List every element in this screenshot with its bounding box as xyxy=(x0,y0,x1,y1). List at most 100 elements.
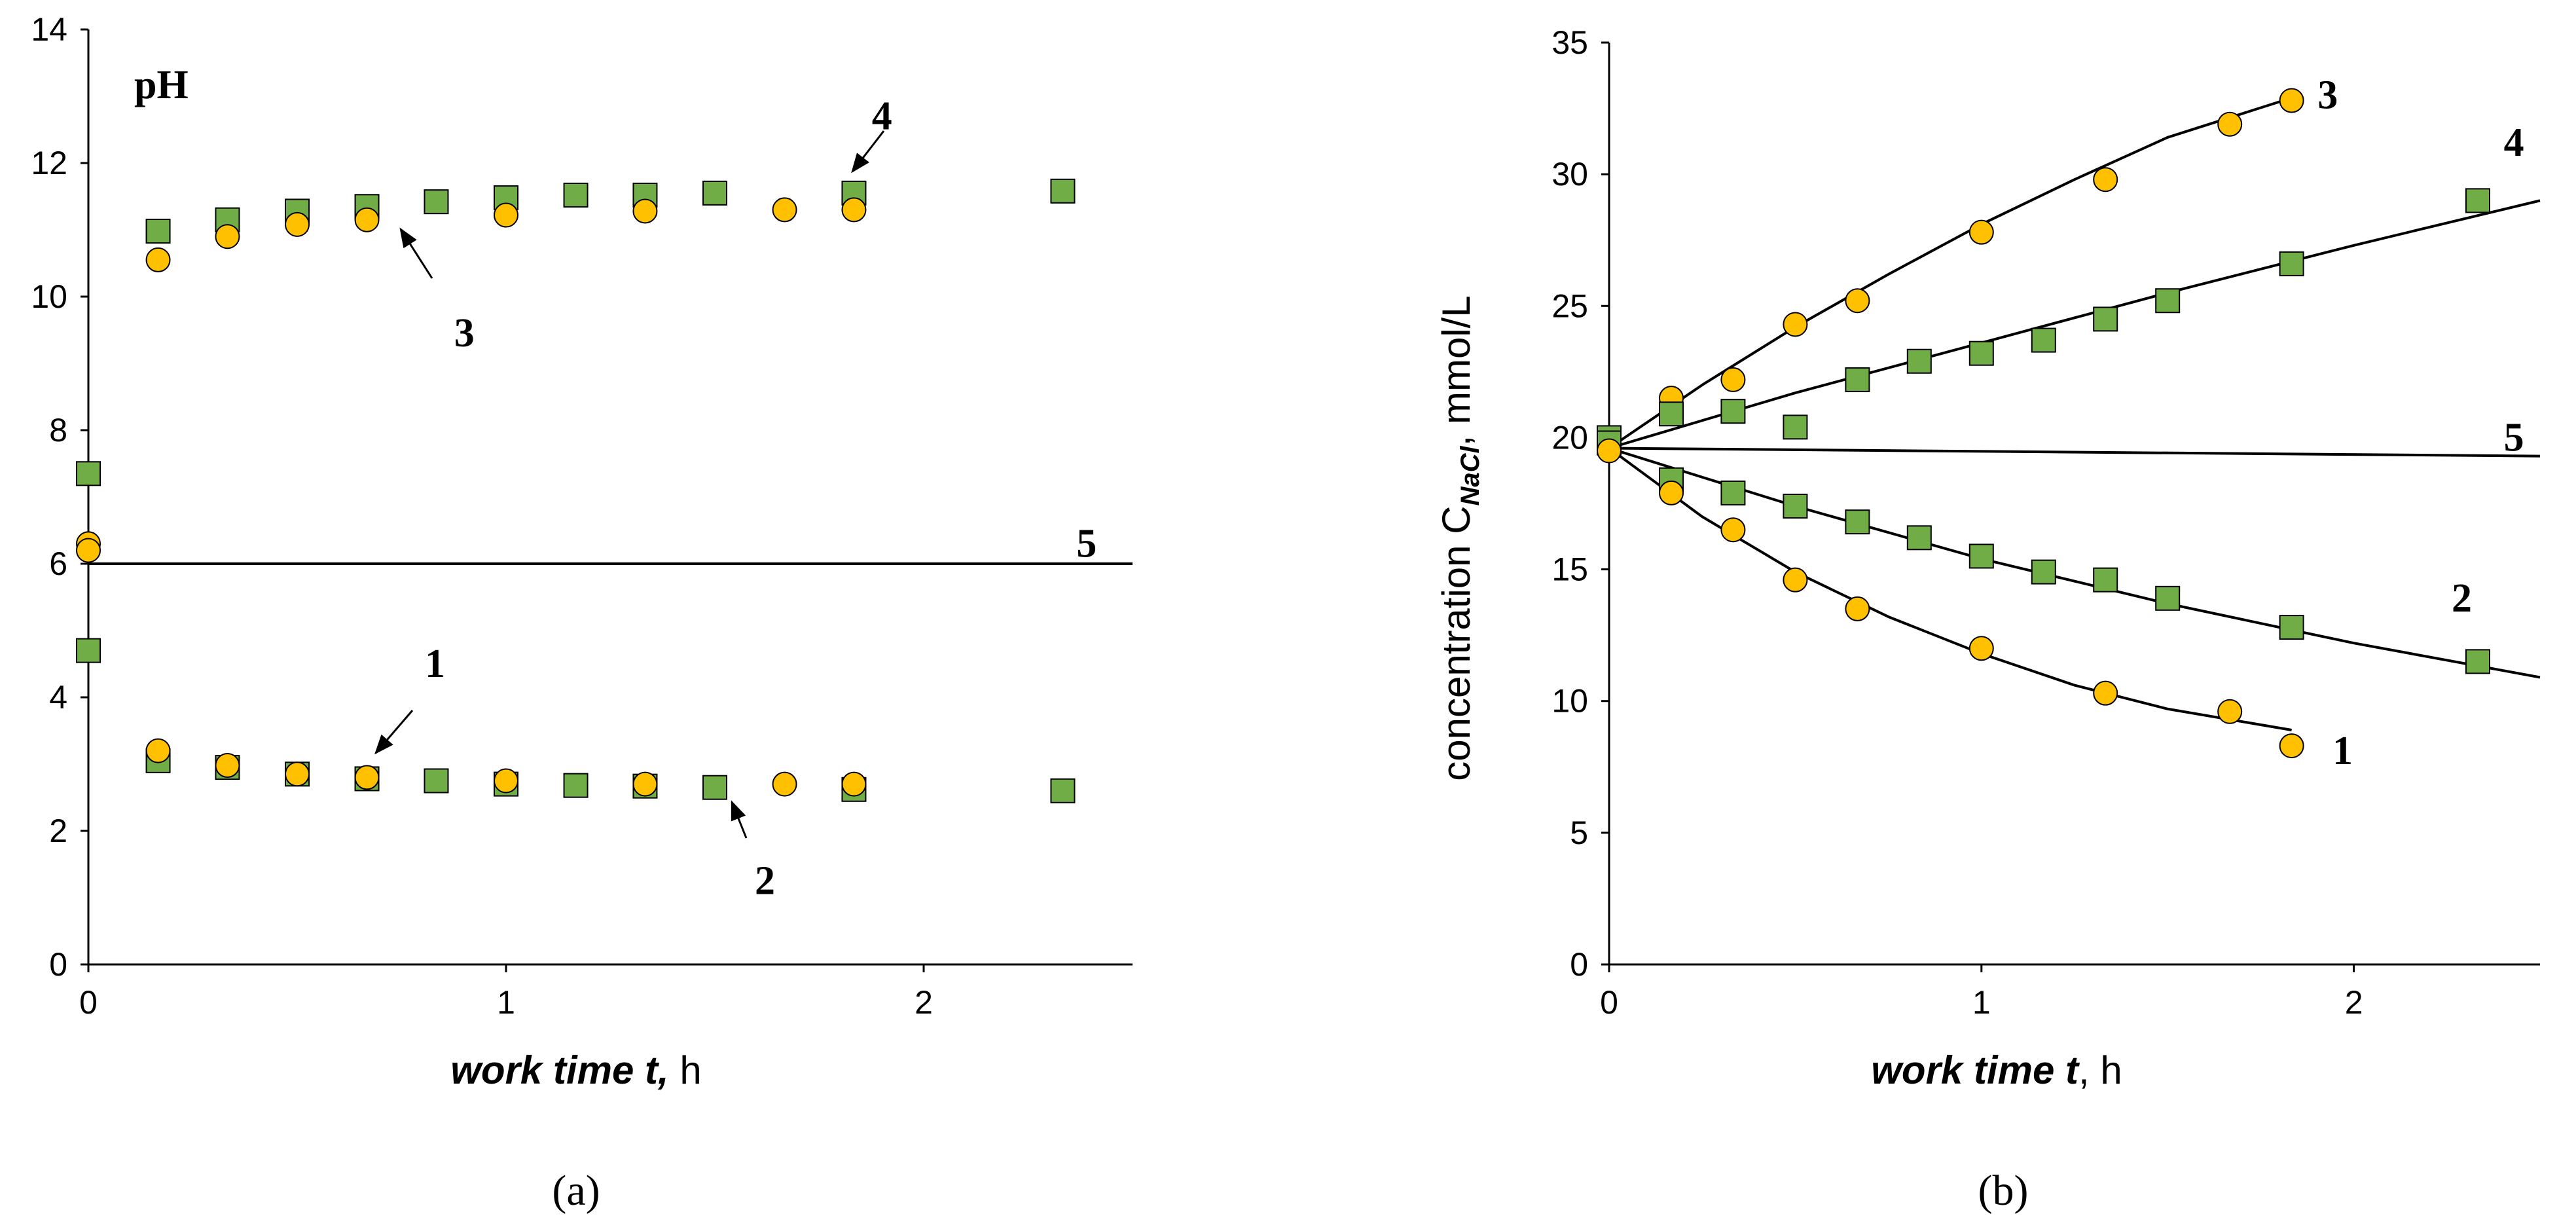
y-tick-label: 0 xyxy=(49,946,67,983)
data-point-circle xyxy=(632,198,658,224)
y-tick-label: 10 xyxy=(31,278,67,315)
y-tick-label: 2 xyxy=(49,813,67,849)
y-tick-label: 30 xyxy=(1551,156,1588,192)
data-point-square xyxy=(145,219,171,244)
series-fit-5 xyxy=(1608,447,2541,458)
series-fit-2 xyxy=(1608,447,2541,679)
y-tick-label: 8 xyxy=(49,412,67,449)
data-point-circle xyxy=(2093,680,2118,706)
data-point-square xyxy=(1906,525,1932,551)
data-point-square xyxy=(1968,340,1994,366)
data-point-circle xyxy=(2093,167,2118,192)
series-number-label: 2 xyxy=(2452,576,2472,621)
x-tick-label: 1 xyxy=(497,984,515,1021)
arrow-2 xyxy=(731,800,748,839)
data-point-square xyxy=(2031,559,2056,585)
data-point-circle xyxy=(354,765,380,790)
data-point-circle xyxy=(285,761,310,787)
y-tick-label: 14 xyxy=(31,11,67,48)
panel-b-xlabel-italic: work time t xyxy=(1871,1048,2080,1092)
panel-b-ylabel-main: concentration C xyxy=(1434,505,1478,780)
data-point-circle xyxy=(2217,699,2243,724)
data-point-circle xyxy=(1720,517,1746,543)
y-tick-label: 10 xyxy=(1551,683,1588,720)
data-point-circle xyxy=(1597,438,1622,464)
data-point-circle xyxy=(772,197,797,223)
data-point-circle xyxy=(1968,636,1994,661)
data-point-circle xyxy=(1783,567,1808,593)
series-number-label: 3 xyxy=(2317,73,2338,117)
data-point-square xyxy=(1050,778,1076,803)
data-point-square xyxy=(2031,327,2056,353)
y-tick-label: 4 xyxy=(49,679,67,716)
data-point-circle xyxy=(2217,111,2243,137)
series-fit-4 xyxy=(1608,199,2541,450)
data-point-circle xyxy=(2279,733,2304,759)
data-point-circle xyxy=(215,224,240,249)
series-number-label: 2 xyxy=(755,859,775,904)
y-tick-label: 15 xyxy=(1551,551,1588,588)
data-point-square xyxy=(1783,414,1808,440)
data-point-square xyxy=(2093,306,2118,332)
y-tick-label: 12 xyxy=(31,145,67,181)
data-point-square xyxy=(1845,367,1870,392)
data-point-square xyxy=(1720,399,1746,424)
panel-b-plot-area: 0 5 10 15 20 25 30 35 0 1 2 3 4 5 2 1 xyxy=(1551,24,2541,1021)
data-point-square xyxy=(1845,509,1870,535)
data-point-circle xyxy=(1845,596,1870,621)
x-tick-label: 1 xyxy=(1972,984,1991,1021)
data-point-circle xyxy=(1845,288,1870,314)
data-point-circle xyxy=(772,771,797,797)
data-point-circle xyxy=(354,207,380,232)
data-point-square xyxy=(2465,649,2491,674)
data-point-square xyxy=(76,461,101,486)
data-point-circle xyxy=(145,247,171,272)
data-point-circle xyxy=(632,771,658,797)
series-number-label: 3 xyxy=(454,311,475,356)
data-point-circle xyxy=(494,768,518,794)
data-point-square xyxy=(2279,615,2304,640)
data-point-circle xyxy=(215,753,240,778)
data-point-circle xyxy=(1783,312,1808,337)
panel-a-xlabel-italic: work time t, xyxy=(450,1048,668,1092)
series-number-label: 5 xyxy=(2504,415,2524,460)
panel-b-label: (b) xyxy=(1978,1167,2029,1215)
panel-b-ylabel-sub: NaCl xyxy=(1456,445,1485,505)
x-tick-label: 2 xyxy=(915,984,933,1021)
data-point-circle xyxy=(1720,367,1746,392)
series-number-label: 4 xyxy=(2504,120,2524,165)
data-point-circle xyxy=(2279,88,2304,113)
data-point-square xyxy=(1783,494,1808,519)
data-point-square xyxy=(2279,251,2304,276)
data-point-square xyxy=(702,180,727,206)
series-fit-3 xyxy=(1608,96,2293,450)
data-point-circle xyxy=(1658,480,1684,505)
y-tick-label: 5 xyxy=(1570,815,1588,851)
panel-a-ylabel: pH xyxy=(134,63,189,107)
arrow-4 xyxy=(851,130,885,174)
series-number-label: 4 xyxy=(872,94,892,139)
panel-b-ylabel-unit: , mmol/L xyxy=(1434,295,1478,446)
panel-b-ylabel: concentration CNaCl, mmol/L xyxy=(1434,295,1485,780)
x-tick-label: 0 xyxy=(1600,984,1618,1021)
data-point-circle xyxy=(841,771,867,797)
data-point-square xyxy=(2155,585,2181,611)
data-point-square xyxy=(2465,188,2491,213)
y-tick-label: 35 xyxy=(1551,24,1588,61)
data-point-square xyxy=(1658,401,1684,427)
data-point-circle xyxy=(841,197,867,223)
panel-b-xlabel: work time t, h xyxy=(1871,1048,2122,1092)
series-number-label: 1 xyxy=(425,642,445,686)
panel-a-label: (a) xyxy=(552,1167,600,1215)
y-tick-label: 0 xyxy=(1570,946,1588,983)
panel-b-xlabel-unit: , h xyxy=(2078,1048,2122,1092)
data-point-square xyxy=(563,773,589,798)
panel-a-xlabel-unit: h xyxy=(669,1048,702,1092)
arrow-1 xyxy=(374,710,414,755)
data-point-square xyxy=(2155,288,2181,314)
data-point-circle xyxy=(76,538,101,563)
series-number-label: 5 xyxy=(1076,521,1097,566)
panel-a-xlabel: work time t, h xyxy=(450,1048,701,1092)
